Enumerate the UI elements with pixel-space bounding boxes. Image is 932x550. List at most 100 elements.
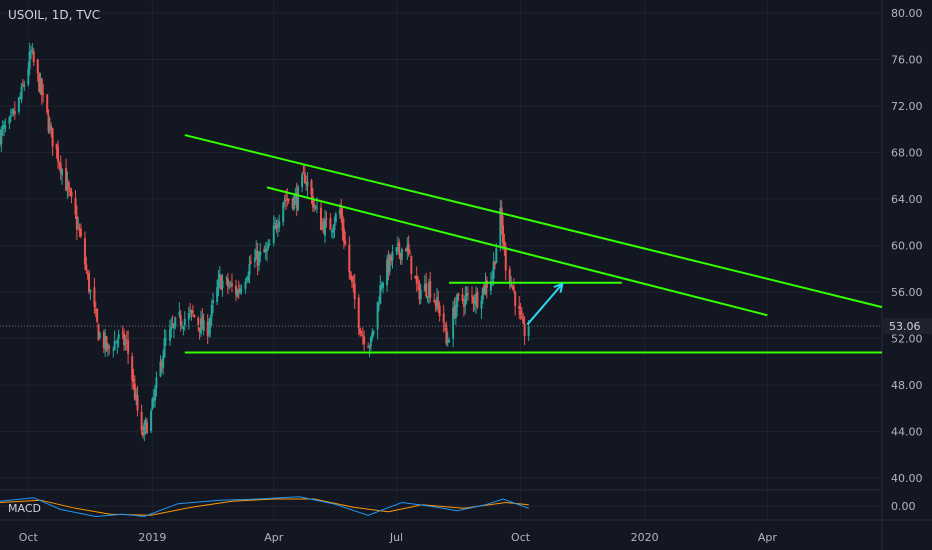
price-tick-label: 68.00 xyxy=(891,147,923,160)
candle-body xyxy=(228,286,231,288)
candle-body xyxy=(493,261,496,265)
candle-body xyxy=(510,283,513,287)
candle-body xyxy=(56,146,59,162)
candle-body xyxy=(239,288,242,294)
candle-body xyxy=(51,128,54,147)
candle-body xyxy=(344,240,347,245)
candle-body xyxy=(98,333,101,338)
candle-body xyxy=(65,168,68,191)
candle-body xyxy=(235,285,238,295)
candle-body xyxy=(293,195,295,210)
candle-body xyxy=(125,339,128,341)
candle-body xyxy=(523,323,526,337)
candle-body xyxy=(28,51,31,69)
candle-body xyxy=(377,304,380,306)
candle-body xyxy=(301,174,304,187)
candle-body xyxy=(8,117,11,124)
candle-body xyxy=(471,295,474,297)
trendline-2 xyxy=(266,186,768,317)
candle-body xyxy=(30,51,33,53)
candle-body xyxy=(475,293,478,306)
candle-body xyxy=(114,341,117,343)
price-tick-label: 40.00 xyxy=(891,472,923,485)
candle-body xyxy=(190,310,193,314)
candle-body xyxy=(256,251,259,266)
candle-body xyxy=(388,254,391,272)
candle-body xyxy=(86,272,89,275)
candle-body xyxy=(415,275,418,284)
candle-body xyxy=(527,326,530,336)
candle-body xyxy=(244,282,247,289)
candle-body xyxy=(66,181,69,189)
candle-body xyxy=(131,356,134,381)
candle-body xyxy=(27,68,30,85)
candle-body xyxy=(303,172,306,183)
candle-body xyxy=(55,143,58,150)
candle-body xyxy=(461,294,464,301)
candle-body xyxy=(93,287,96,307)
candle-body xyxy=(391,251,394,261)
candle-body xyxy=(434,300,437,306)
candle-body xyxy=(181,326,184,328)
candle-body xyxy=(121,332,124,334)
candle-body xyxy=(519,310,522,315)
candle-body xyxy=(476,291,479,308)
candle-body xyxy=(295,192,298,209)
candle-body xyxy=(197,318,200,325)
candle-body xyxy=(88,272,91,292)
candle-body xyxy=(179,315,182,326)
candle-body xyxy=(143,423,146,435)
candle-body xyxy=(123,333,126,346)
candle-body xyxy=(220,276,223,290)
candle-body xyxy=(419,290,422,299)
candle-body xyxy=(218,274,221,280)
candle-body xyxy=(67,182,70,190)
candle-body xyxy=(216,287,219,302)
last-price-label: 53.06 xyxy=(889,320,921,333)
candle-body xyxy=(425,283,428,297)
candle-body xyxy=(334,213,337,222)
candle-body xyxy=(1,127,4,130)
macd-line xyxy=(0,496,529,518)
candle-body xyxy=(206,321,209,337)
price-tick-label: 48.00 xyxy=(891,379,923,392)
candle-body xyxy=(174,317,177,327)
candle-body xyxy=(253,257,256,262)
candle-body xyxy=(489,280,492,291)
candle-body xyxy=(499,207,502,246)
candle-body xyxy=(208,326,211,335)
candle-body xyxy=(274,222,277,224)
candle-body xyxy=(426,296,429,298)
candle-body xyxy=(352,284,355,286)
candle-body xyxy=(155,377,158,389)
candle-body xyxy=(427,282,430,296)
candle-body xyxy=(168,329,171,341)
candle-body xyxy=(398,242,401,254)
candle-body xyxy=(255,250,258,260)
candle-body xyxy=(23,84,26,87)
price-tick-label: 60.00 xyxy=(891,240,923,253)
candle-body xyxy=(172,323,175,329)
candle-body xyxy=(386,259,389,286)
candle-body xyxy=(313,204,316,207)
candle-body xyxy=(106,344,109,347)
candle-body xyxy=(368,346,371,348)
candle-body xyxy=(112,349,115,351)
candle-body xyxy=(31,50,34,52)
candle-body xyxy=(305,183,308,185)
candle-body xyxy=(321,223,324,229)
candle-body xyxy=(20,86,23,100)
candle-body xyxy=(17,97,20,112)
candle-body xyxy=(400,249,403,260)
candle-body xyxy=(492,261,495,278)
candle-body xyxy=(272,225,275,244)
candle-body xyxy=(47,115,50,132)
candle-body xyxy=(361,335,364,337)
candle-body xyxy=(399,252,402,260)
candle-body xyxy=(276,226,279,229)
candle-body xyxy=(19,96,22,98)
candle-body xyxy=(464,295,467,306)
candle-body xyxy=(85,264,88,271)
candle-body xyxy=(369,337,372,347)
